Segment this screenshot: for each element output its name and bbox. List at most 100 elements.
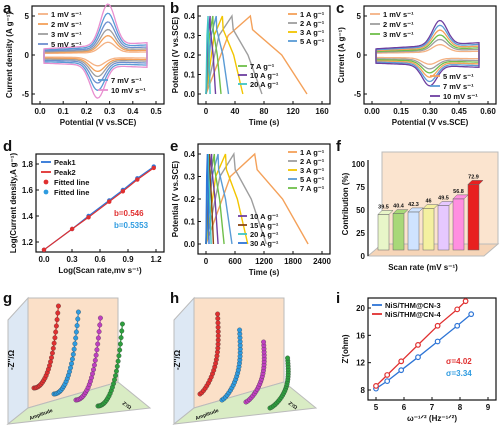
g-floor — [6, 381, 152, 425]
c-legend-label: 7 mV s⁻¹ — [443, 82, 474, 91]
d-xtick-label: 0.0 — [38, 255, 50, 264]
f-ytick-label: 0 — [361, 252, 366, 261]
g-data-point — [48, 359, 53, 365]
d-data-point — [69, 226, 75, 232]
d-ytick-label: 1.8 — [22, 160, 34, 169]
i-ytick-label: 12 — [356, 359, 365, 368]
panel-letter-i: i — [336, 290, 341, 307]
e-ytick-label: 0.4 — [184, 150, 196, 159]
g-data-point — [92, 357, 98, 363]
b-xtick-label: 40 — [231, 107, 240, 116]
i-annotation: σ=3.34 — [446, 369, 472, 378]
g-data-point — [91, 367, 96, 373]
d-xtick-label: 1.2 — [150, 255, 162, 264]
e-ytick-label: 0.2 — [184, 195, 196, 204]
c-legend-label: 5 mV s⁻¹ — [443, 72, 474, 81]
e-ytick-label: 0.3 — [184, 173, 196, 182]
g-data-point — [72, 341, 78, 347]
i-data-point — [415, 342, 421, 348]
g-data-point — [69, 361, 74, 367]
b-gcd-curve — [205, 15, 217, 95]
e-legend-label: 30 A g⁻¹ — [250, 239, 279, 248]
h-xlabel: Z'/Ω — [287, 401, 298, 411]
c-ytick-label: 5 — [357, 12, 362, 21]
a-legend-label: 1 mV s⁻¹ — [51, 10, 82, 19]
h-data-point — [215, 316, 221, 321]
a-xtick-label: 0.1 — [58, 107, 70, 116]
c-legend-label: 2 mV s⁻¹ — [383, 20, 414, 29]
h-data-point — [215, 329, 221, 335]
f-bar-top — [467, 180, 484, 185]
i-xtick-label: 8 — [458, 403, 463, 412]
chart-i-warburg-fit: 5 6 7 8 9 8 12 16 20 ω⁻¹ᐟ² (Hz⁻¹ᐟ²) Z'(ohm) NiS/THM… — [341, 297, 497, 423]
g-data-point — [118, 335, 124, 341]
e-legend-label: 5 A g⁻¹ — [300, 175, 325, 184]
e-xtick-label: 600 — [228, 257, 242, 266]
b-gcd-curve — [205, 14, 308, 95]
e-xtick-label: 1200 — [255, 257, 273, 266]
a-ylabel: Current density (A g⁻¹) — [5, 12, 14, 98]
f-data-label: 46 — [425, 199, 431, 205]
f-bar — [377, 214, 390, 251]
a-xlabel: Potential (V vs.SCE) — [60, 118, 137, 127]
g-data-point — [49, 355, 54, 361]
b-legend-label: 10 A g⁻¹ — [250, 71, 279, 80]
g-data-point — [97, 315, 103, 321]
c-xlabel: Potential (V vs.SCE) — [392, 118, 469, 127]
i-data-point — [373, 382, 379, 389]
d-legend-label: Peak2 — [54, 168, 76, 177]
g-data-point — [117, 341, 123, 347]
f-bar — [422, 208, 435, 251]
c-legend-label: 3 mV s⁻¹ — [383, 30, 414, 39]
i-xtick-label: 9 — [486, 403, 491, 412]
e-legend-label: 15 A g⁻¹ — [250, 221, 279, 230]
g-data-point — [114, 363, 120, 369]
c-legend-label: 1 mV s⁻¹ — [383, 10, 414, 19]
g-data-point — [95, 335, 101, 341]
d-xtick-label: 0.3 — [66, 255, 78, 264]
chart-c-cv-composite: 0.00 0.15 0.30 0.45 0.60 -5 0 5 Potential (V vs.… — [337, 5, 497, 127]
b-ytick-label: 0.1 — [184, 71, 196, 80]
b-legend-label: 5 A g⁻¹ — [300, 37, 325, 46]
i-ytick-label: 8 — [361, 386, 366, 395]
e-xlabel: Time (s) — [249, 268, 280, 277]
b-gcd-curve — [205, 13, 263, 95]
d-ytick-label: 1.2 — [22, 238, 34, 247]
g-data-point — [50, 345, 56, 351]
f-bar-top — [407, 207, 424, 213]
e-ylabel: Potential (V vs.SCE) — [171, 160, 180, 237]
h-data-point — [215, 320, 221, 326]
d-xlabel: Log(Scan rate,mv s⁻¹) — [58, 266, 142, 275]
d-ylabel: Log(Current density,A g⁻¹) — [9, 153, 18, 254]
i-data-point — [468, 311, 475, 318]
a-ytick-label: 5 — [25, 12, 30, 21]
b-legend-label: 3 A g⁻¹ — [300, 28, 325, 37]
g-data-point — [73, 335, 79, 341]
a-xtick-label: 0.2 — [81, 107, 93, 116]
d-annotation: b=0.5353 — [114, 221, 149, 230]
a-ytick-label: -5 — [22, 90, 30, 99]
b-gcd-curve — [205, 15, 211, 95]
i-ytick-label: 16 — [356, 331, 365, 340]
f-ytick-label: 100 — [352, 160, 366, 169]
e-xtick-label: 0 — [204, 257, 209, 266]
panel-letter-c: c — [336, 0, 345, 17]
g-data-point — [96, 329, 102, 335]
g-data-point — [68, 365, 73, 371]
g-data-point — [90, 371, 95, 377]
a-legend-label: 2 mV s⁻¹ — [51, 20, 82, 29]
e-gcd-curve — [205, 153, 210, 245]
a-legend-label: 10 mV s⁻¹ — [111, 86, 146, 95]
e-ytick-label: 0.0 — [184, 240, 196, 249]
b-ytick-label: 0.4 — [184, 12, 196, 21]
panel-letter-e: e — [170, 138, 179, 155]
b-gcd-curve — [205, 15, 230, 95]
e-gcd-curve — [205, 152, 309, 245]
e-legend-label: 20 A g⁻¹ — [250, 230, 279, 239]
i-legend-label: NiS/THM@CN-4 — [385, 310, 441, 319]
f-data-label: 56.8 — [453, 189, 464, 195]
d-data-point — [107, 199, 112, 204]
g-data-point — [113, 373, 118, 379]
c-ytick-label: 0 — [357, 51, 362, 60]
